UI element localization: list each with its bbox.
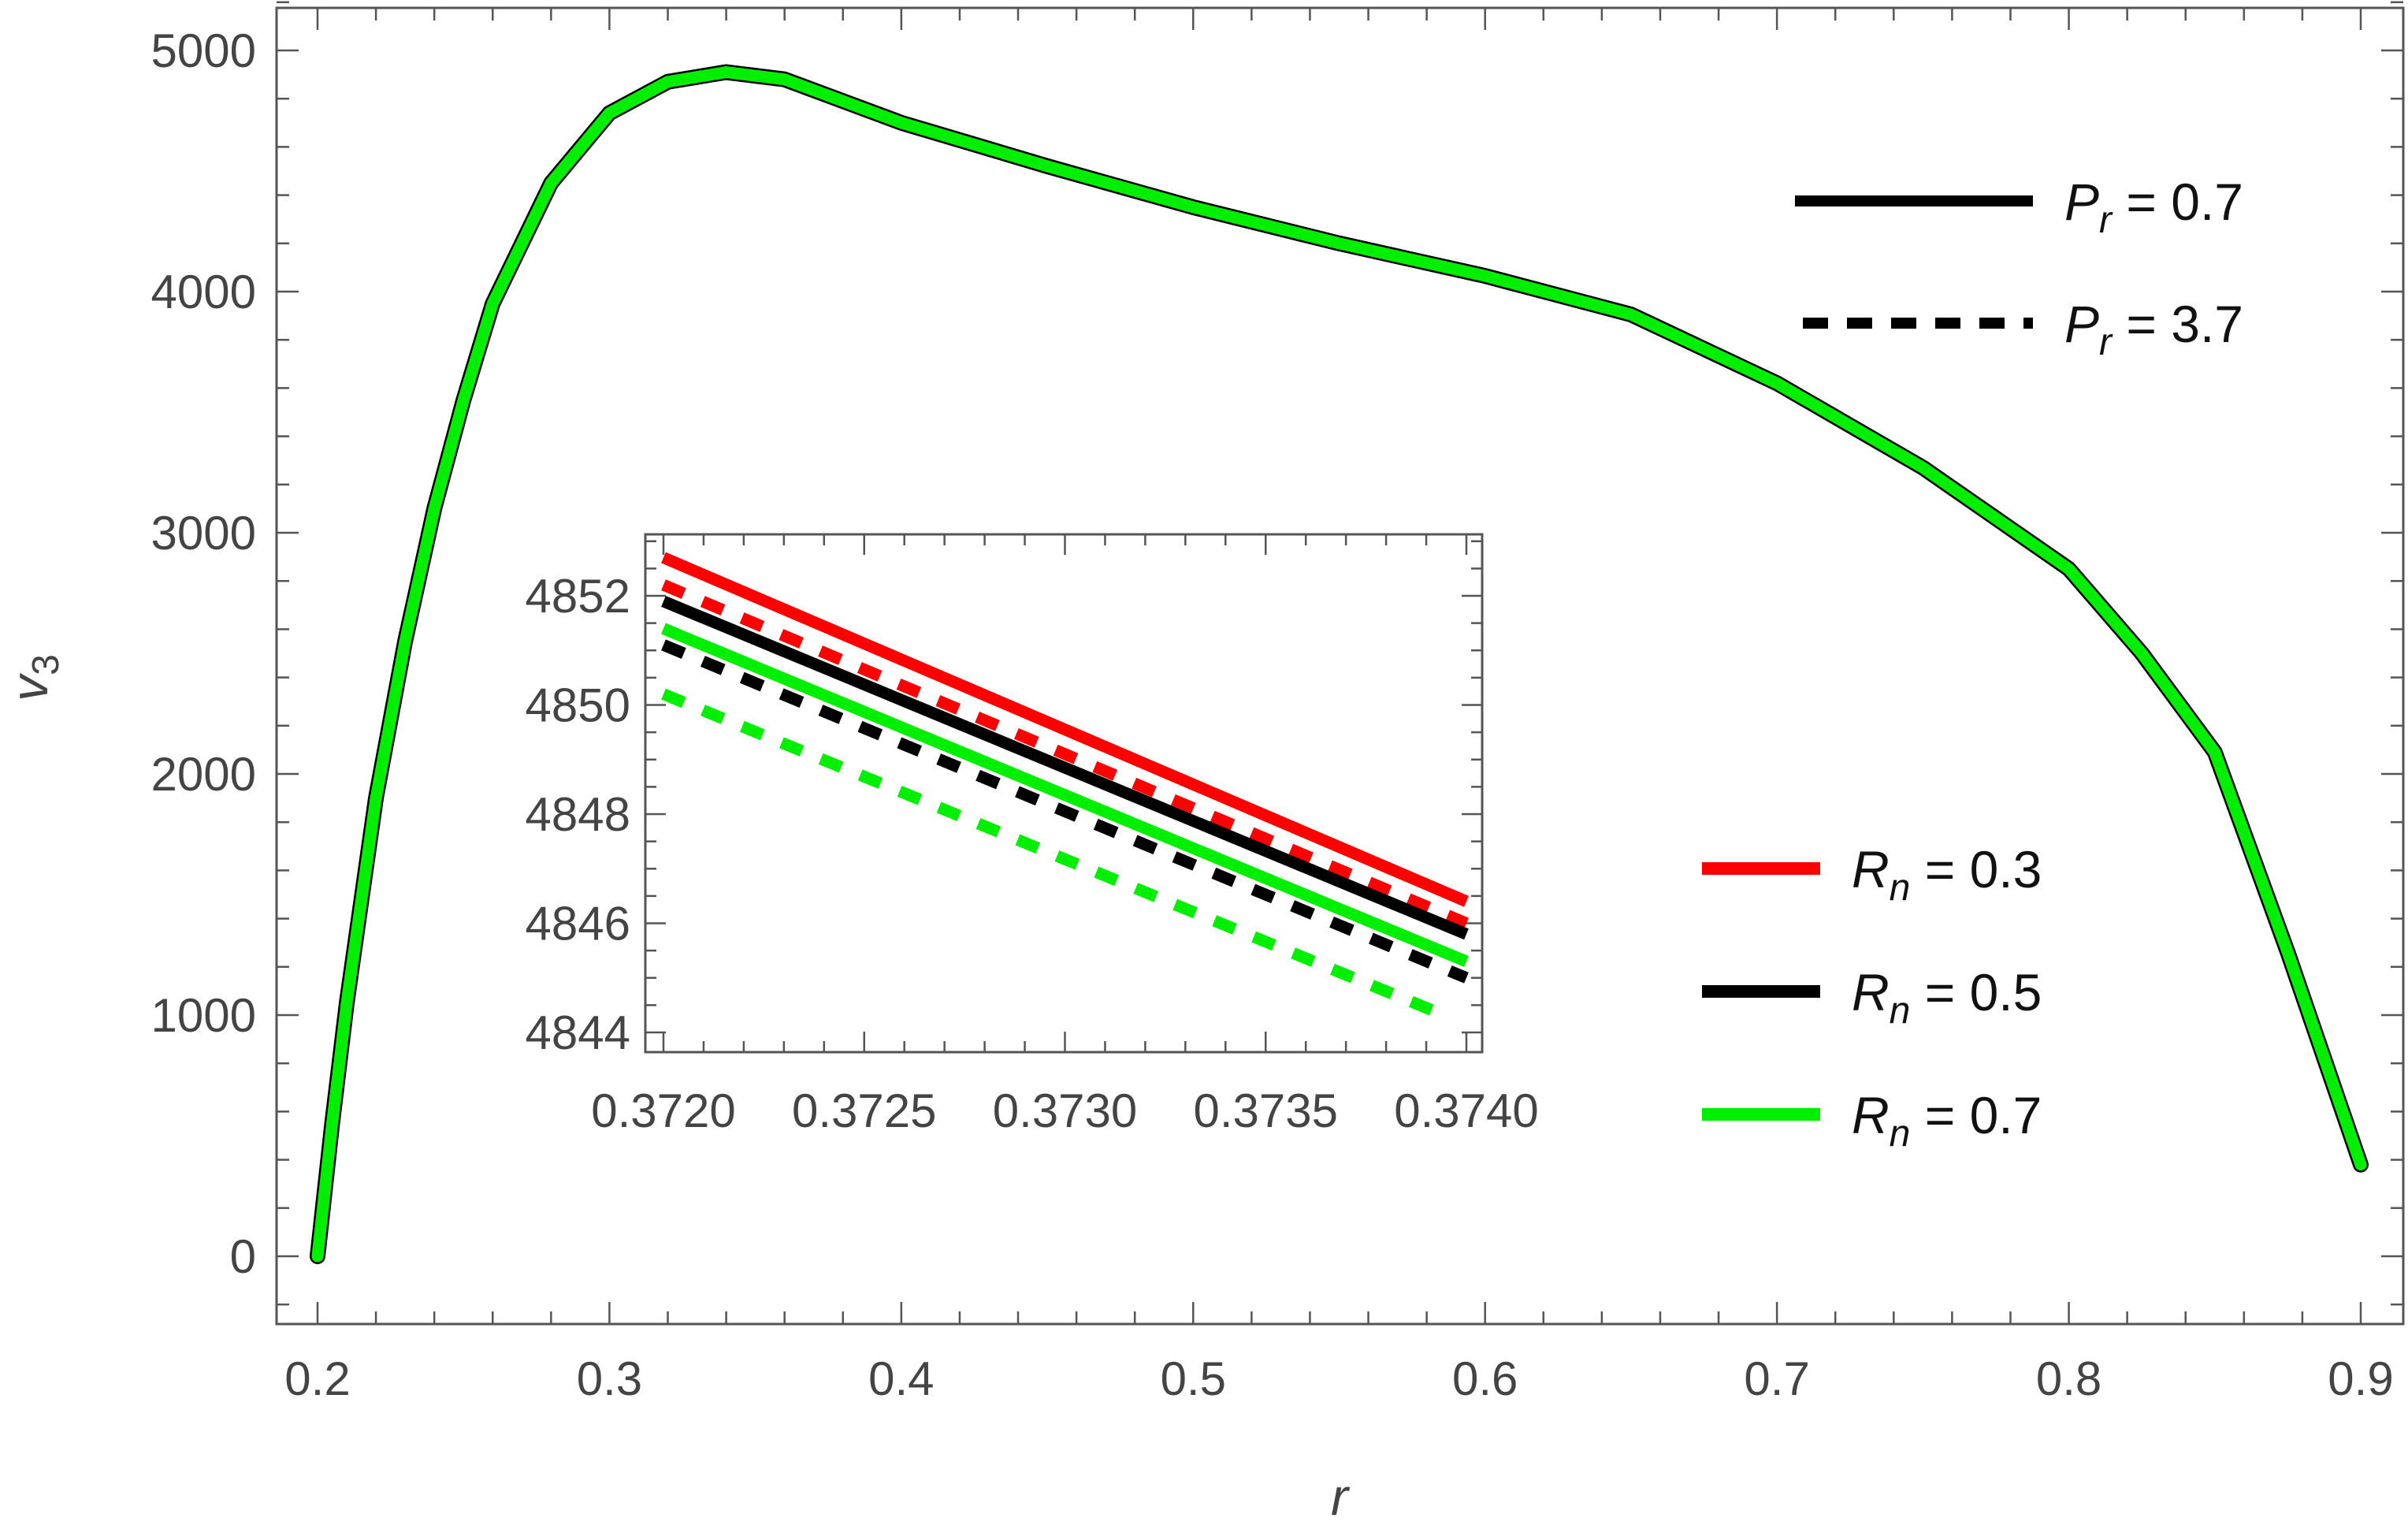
inset-y-tick-label: 4852 — [526, 570, 630, 623]
inset-series-line — [661, 579, 1469, 929]
inset-y-tick-label: 4848 — [526, 788, 630, 841]
inset-y-tick-label: 4846 — [526, 898, 630, 950]
main-curves — [310, 64, 2369, 1264]
x-tick-label: 0.2 — [284, 1352, 350, 1405]
curve-rn-0.7 — [311, 66, 2367, 1263]
main-axis-ticks: 0.2 0.3 0.4 0.5 0.6 0.7 0.8 0.9 0 1000 2000 3000 400… — [151, 1, 2403, 1405]
inset-y-tick-label: 4850 — [526, 679, 630, 732]
inset-series-line — [661, 688, 1449, 1022]
inset-x-tick-label: 0.3720 — [591, 1084, 736, 1137]
legend-label: Pr = 3.7 — [2064, 295, 2243, 363]
y-axis-label: v3 — [0, 654, 67, 701]
x-tick-label: 0.9 — [2328, 1352, 2393, 1405]
y-tick-label: 3000 — [151, 507, 256, 560]
y-tick-label: 5000 — [151, 24, 256, 77]
y-tick-label: 1000 — [151, 989, 256, 1042]
x-tick-label: 0.6 — [1452, 1352, 1518, 1405]
x-tick-label: 0.3 — [577, 1352, 642, 1405]
legend: Pr = 0.7 Pr = 3.7 Rn = 0.3 Rn = 0.5 Rn = 0.7 — [1702, 173, 2243, 1155]
inset-border — [644, 533, 1484, 1054]
legend-label: Pr = 0.7 — [2064, 173, 2243, 241]
inset-series-line — [661, 639, 1469, 984]
x-tick-label: 0.4 — [868, 1352, 934, 1405]
legend-label: Rn = 0.3 — [1852, 840, 2042, 909]
inset-series-line — [661, 595, 1469, 940]
inset-y-tick-label: 4844 — [526, 1006, 630, 1059]
inset-x-tick-label: 0.3735 — [1193, 1084, 1338, 1137]
y-tick-label: 0 — [230, 1230, 256, 1283]
x-tick-label: 0.7 — [1744, 1352, 1809, 1405]
x-tick-label: 0.8 — [2036, 1352, 2101, 1405]
legend-label: Rn = 0.7 — [1852, 1086, 2042, 1155]
y-tick-label: 2000 — [151, 748, 256, 801]
legend-label: Rn = 0.5 — [1852, 963, 2042, 1032]
main-plot-frame — [275, 6, 2405, 1326]
inset-plot: 0.3720 0.3725 0.3730 0.3735 0.3740 4844 4846 48… — [526, 533, 1539, 1137]
plot-border — [275, 6, 2405, 1326]
inset-x-tick-label: 0.3725 — [792, 1084, 937, 1137]
inset-x-tick-label: 0.3740 — [1394, 1084, 1539, 1137]
x-tick-label: 0.5 — [1161, 1352, 1226, 1405]
inset-x-tick-label: 0.3730 — [993, 1084, 1138, 1137]
inset-series-line — [661, 623, 1469, 967]
inset-series-line — [661, 552, 1469, 907]
y-tick-label: 4000 — [151, 266, 256, 318]
x-axis-label: r — [1331, 1467, 1351, 1525]
